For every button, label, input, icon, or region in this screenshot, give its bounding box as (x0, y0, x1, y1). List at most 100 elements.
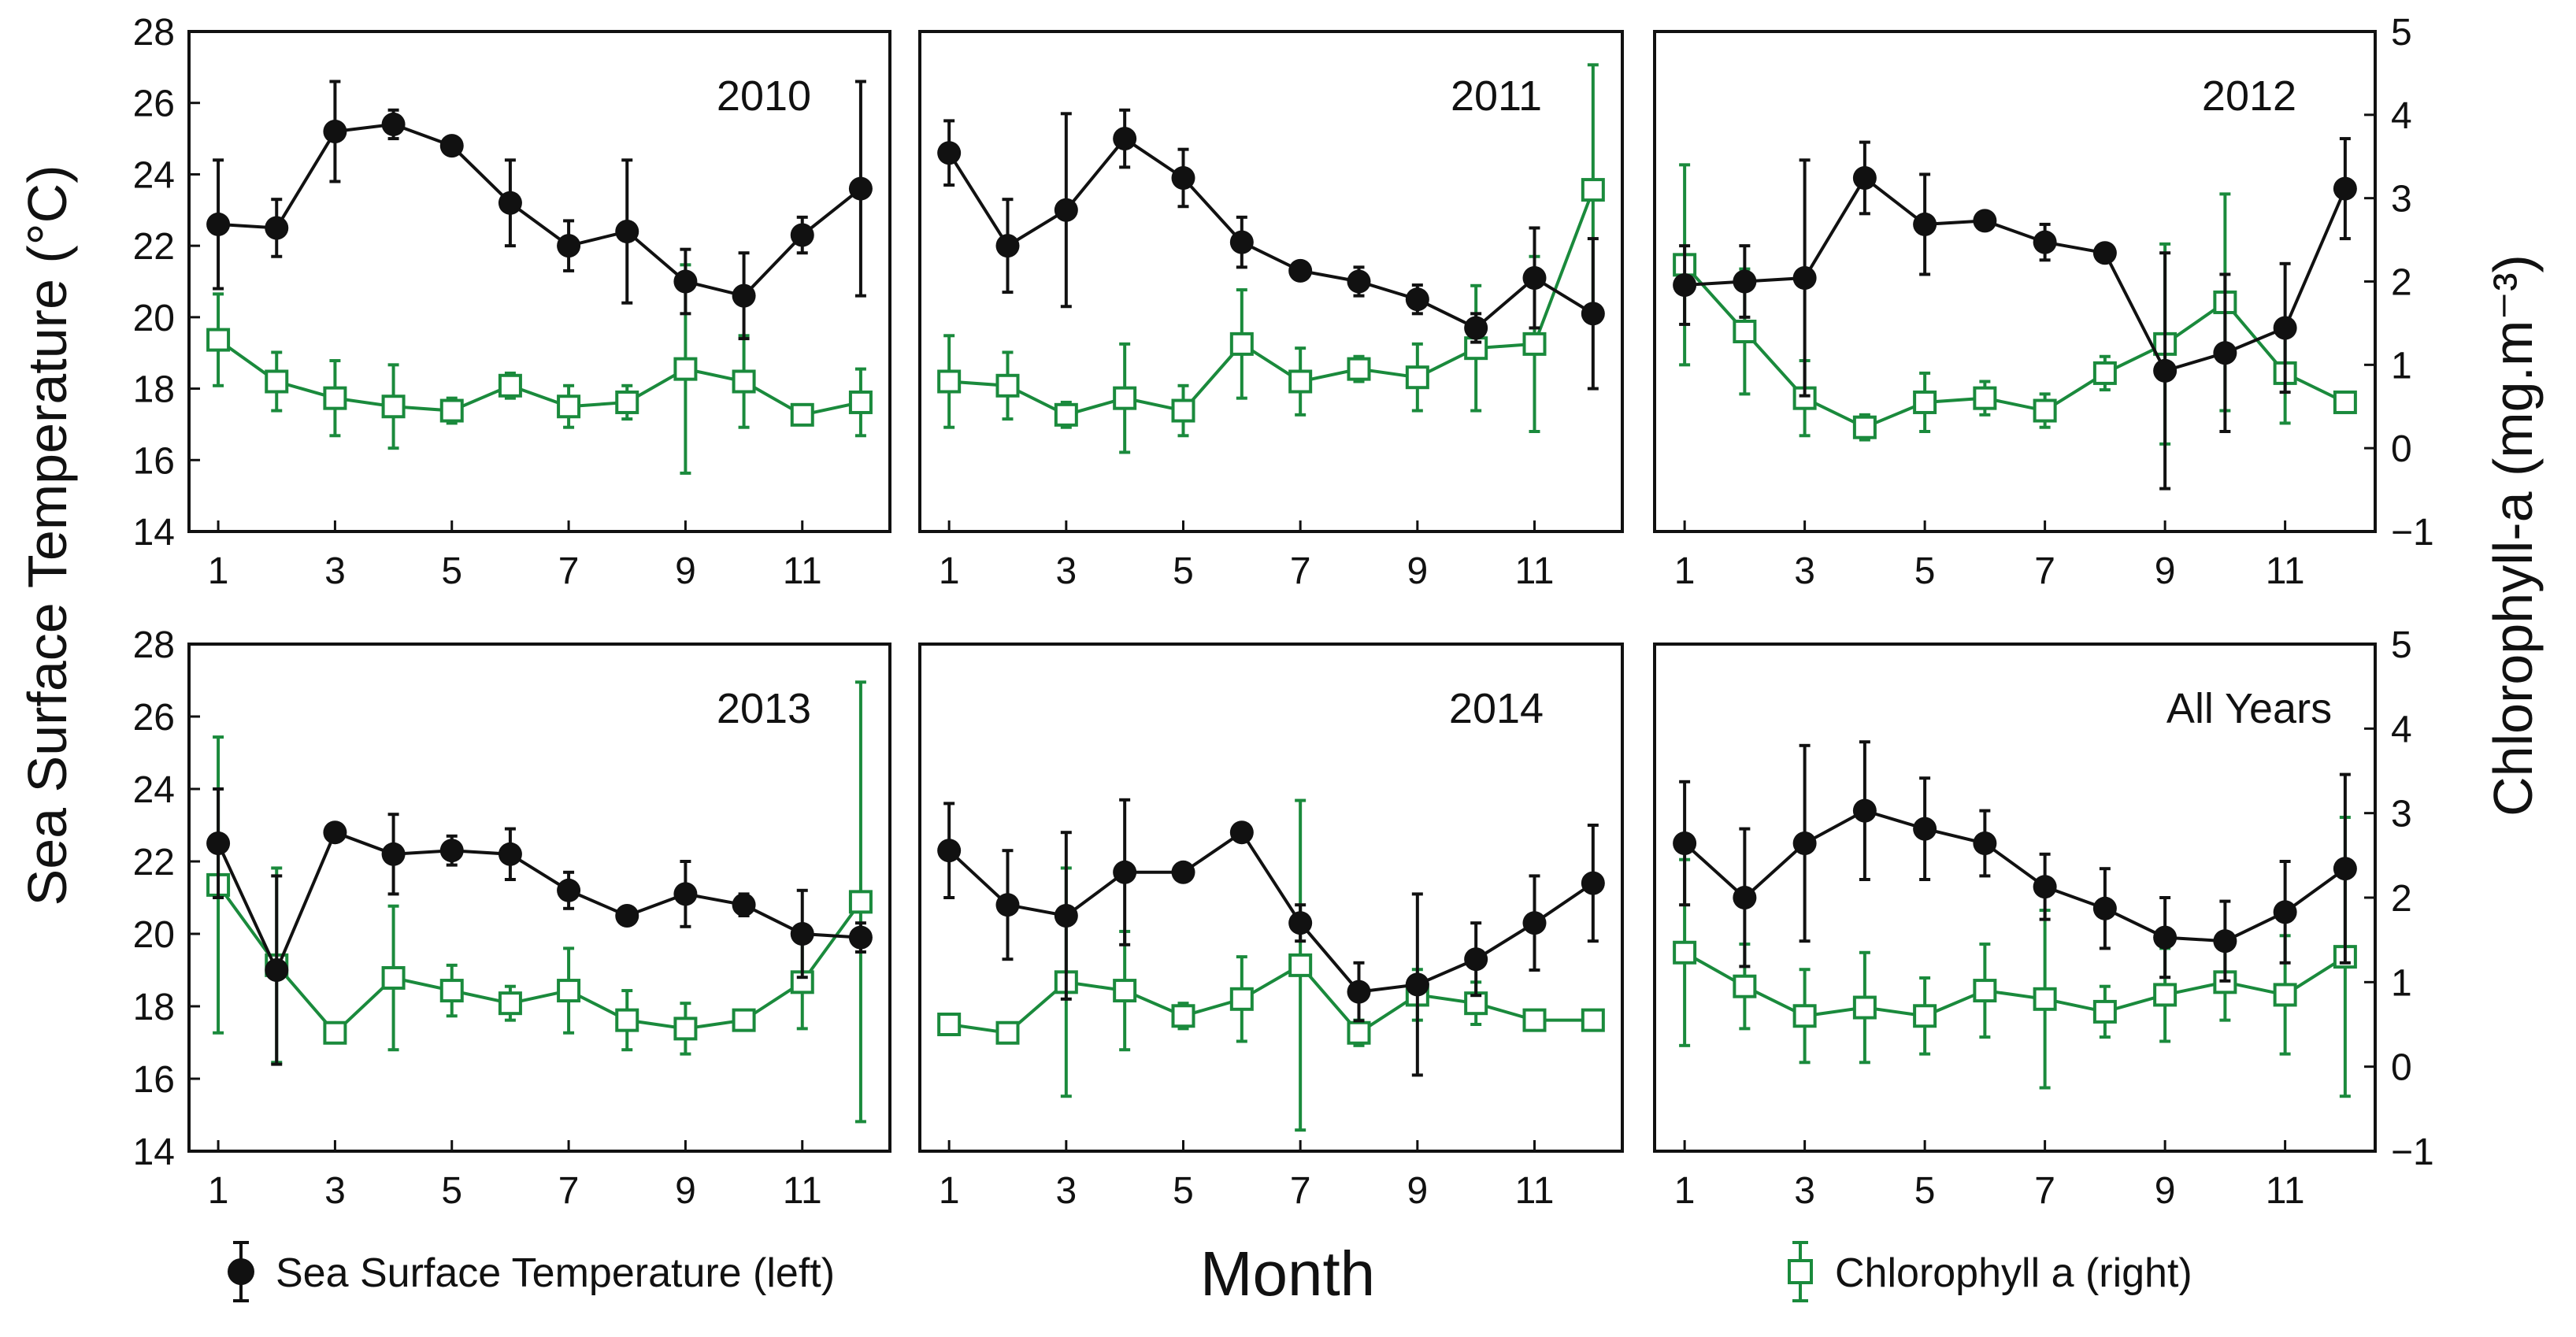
y-tick-label-right: 0 (2391, 428, 2412, 470)
chl-series-line (1684, 951, 2346, 1018)
chl-marker (937, 1013, 962, 1036)
panel-title: 2010 (717, 72, 811, 120)
sst-marker (323, 120, 347, 143)
sst-marker (1113, 860, 1137, 884)
sst-marker (1913, 817, 1937, 841)
legend-chl-label: Chlorophyll a (right) (1835, 1250, 2192, 1296)
chl-marker (995, 373, 1020, 398)
chl-marker (1171, 398, 1195, 423)
sst-marker (848, 925, 873, 950)
chl-marker (1522, 331, 1547, 356)
panel-5: 2014 1 3 5 7 9 11 (918, 643, 1624, 1212)
y-tick-label-left: 22 (133, 226, 175, 268)
panel-frame (918, 643, 1624, 1153)
x-tick-label: 11 (2266, 1170, 2305, 1212)
sst-marker (848, 176, 873, 201)
sst-marker (1229, 820, 1254, 845)
y-tick-label-right: 5 (2391, 12, 2412, 54)
chl-marker (1733, 974, 1757, 998)
x-tick-label: 9 (675, 550, 696, 592)
chl-marker (265, 369, 289, 394)
sst-marker (1673, 831, 1697, 855)
sst-marker (1288, 911, 1313, 935)
x-tick-label: 7 (1290, 1170, 1311, 1212)
sst-marker (1347, 980, 1371, 1004)
chl-marker (615, 390, 639, 414)
chl-marker (2273, 983, 2297, 1007)
sst-marker (1347, 269, 1371, 294)
sst-series-line (217, 830, 862, 974)
chl-marker (1581, 1008, 1605, 1032)
y-tick-label-right: 1 (2391, 962, 2412, 1004)
chl-marker (1113, 979, 1137, 1003)
sst-marker (1288, 258, 1313, 283)
chl-marker (995, 1020, 1020, 1045)
x-tick-label: 11 (2266, 550, 2305, 592)
sst-marker (557, 234, 581, 258)
sst-marker (1581, 871, 1605, 895)
sst-marker (2213, 341, 2237, 365)
sst-marker (557, 878, 581, 902)
chl-marker (848, 890, 873, 914)
sst-marker (265, 958, 289, 982)
sst-marker (1852, 798, 1877, 823)
sst-marker (2333, 176, 2357, 201)
panel-frame (187, 643, 891, 1153)
chl-marker (1522, 1008, 1547, 1032)
chl-marker (1054, 402, 1078, 427)
sst-marker (1973, 209, 1997, 233)
sst-marker (1913, 212, 1937, 236)
panel-title: 2014 (1449, 685, 1544, 732)
sst-series-line (1685, 176, 2347, 373)
sst-marker (790, 223, 814, 247)
y-tick-label-left: 14 (133, 1131, 175, 1173)
panel-title: 2011 (1451, 72, 1542, 120)
sst-marker (323, 820, 347, 845)
chl-marker (732, 369, 756, 394)
chl-marker (732, 1008, 756, 1032)
x-tick-label: 5 (1914, 1170, 1936, 1212)
x-tick-label: 7 (2034, 1170, 2055, 1212)
legend-sst-marker (228, 1258, 254, 1285)
sst-marker (1171, 165, 1195, 190)
sst-marker (498, 191, 522, 215)
chl-marker (557, 394, 581, 419)
y-tick-label-right: 3 (2391, 179, 2412, 220)
x-tick-label: 3 (1055, 550, 1077, 592)
sst-marker (2273, 316, 2297, 340)
sst-series-line (947, 136, 1594, 330)
chl-marker (439, 979, 464, 1003)
x-tick-label: 9 (1407, 1170, 1428, 1212)
x-tick-label: 5 (441, 1170, 462, 1212)
chl-marker (1733, 320, 1757, 343)
sst-marker (1733, 269, 1757, 294)
sst-marker (995, 234, 1020, 258)
x-tick-label: 1 (939, 1170, 960, 1212)
chl-marker (848, 390, 873, 414)
chl-marker (673, 1017, 698, 1041)
x-tick-label: 3 (324, 1170, 346, 1212)
y-tick-label-left: 24 (133, 769, 175, 811)
sst-series-line (217, 122, 862, 298)
chl-marker (1288, 953, 1313, 977)
chl-marker (2033, 987, 2057, 1011)
sst-marker (1405, 972, 1429, 997)
x-tick-label: 1 (1674, 550, 1696, 592)
y-tick-label-right: 1 (2391, 345, 2412, 387)
panel-title: 2013 (717, 685, 811, 732)
x-tick-label: 1 (208, 1170, 229, 1212)
chl-marker (1405, 365, 1429, 390)
sst-marker (381, 842, 406, 866)
x-axis-title: Month (1200, 1239, 1375, 1309)
x-tick-label: 1 (1674, 1170, 1696, 1212)
y-axis-title-left: Sea Surface Temperature (°C) (17, 165, 78, 906)
chl-marker (1288, 369, 1313, 394)
sst-marker (1113, 127, 1137, 151)
sst-marker (439, 839, 464, 863)
y-tick-label-left: 24 (133, 154, 175, 196)
chl-marker (1792, 1004, 1817, 1028)
sst-marker (2033, 875, 2057, 899)
chl-marker (206, 328, 231, 352)
sst-marker (2033, 230, 2057, 254)
sst-marker (1522, 265, 1547, 290)
